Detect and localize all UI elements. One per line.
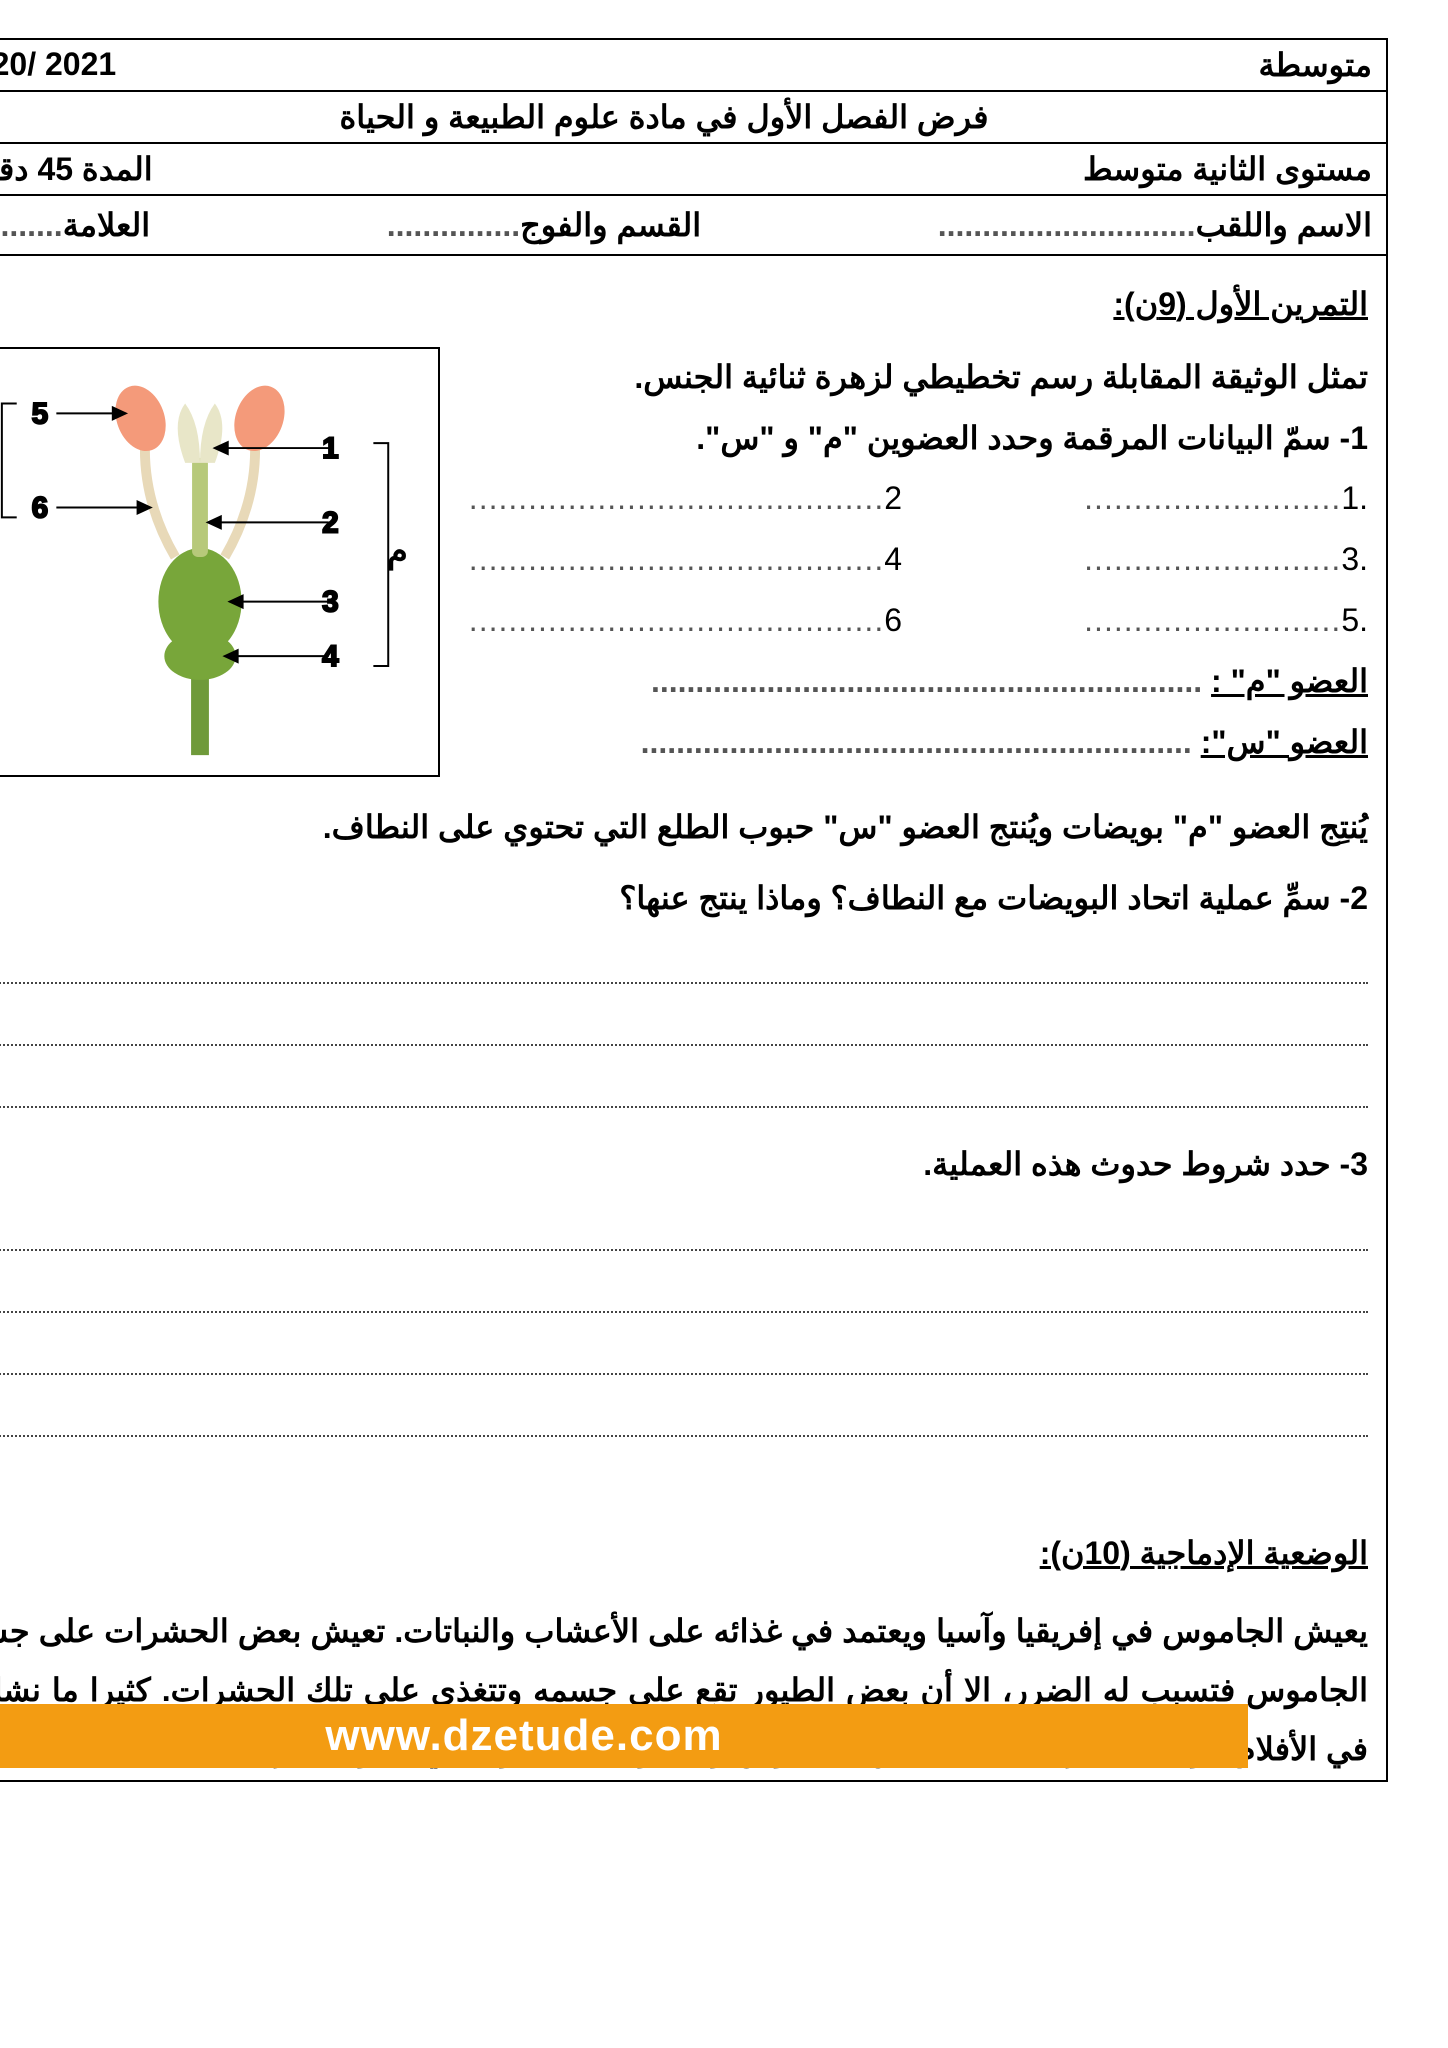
footer-url: www.dzetude.com	[0, 1704, 1248, 1768]
mark-dots: ............	[0, 207, 63, 243]
dots-1: ..........................	[1084, 480, 1341, 516]
flower-diagram: 1 2 3 4 5 6 م	[0, 347, 440, 777]
dots-6: ........................................…	[469, 602, 884, 638]
svg-text:4: 4	[322, 640, 339, 673]
name-label: الاسم واللقب	[1196, 207, 1372, 243]
class-field: القسم والفوج...............	[387, 206, 701, 244]
answer-row-2: .3.......................... 4..........…	[460, 529, 1368, 590]
exercise1-title: التمرين الأول (9ن):	[0, 274, 1368, 335]
blank-line	[0, 1215, 1368, 1257]
blank-line	[0, 1010, 1368, 1052]
blank-line	[0, 948, 1368, 990]
blank-line	[0, 1401, 1368, 1443]
dots-5: ..........................	[1084, 602, 1341, 638]
header-row-4: الاسم واللقب............................…	[0, 194, 1386, 254]
class-dots: ...............	[387, 207, 520, 243]
page-frame: متوسطة 2020/ 2021 فرض الفصل الأول في ماد…	[0, 38, 1388, 1782]
blank-line	[0, 1277, 1368, 1319]
svg-text:1: 1	[322, 432, 339, 465]
level: مستوى الثانية متوسط	[1083, 150, 1372, 188]
blank-line	[0, 1339, 1368, 1381]
organ-s-dots: ........................................…	[641, 724, 1192, 760]
blank-line	[0, 1072, 1368, 1114]
svg-text:3: 3	[322, 585, 339, 618]
name-dots: .............................	[938, 207, 1196, 243]
academic-year: 2020/ 2021	[0, 46, 116, 84]
duration: المدة 45 دقيقة	[0, 150, 153, 188]
organ-m-line: العضو "م" : ............................…	[460, 651, 1368, 712]
organ-m-label: العضو "م" :	[1211, 663, 1368, 699]
ex1-q3: 3- حدد شروط حدوث هذه العملية.	[0, 1134, 1368, 1195]
content: التمرين الأول (9ن):	[0, 256, 1386, 1780]
dots-2: ........................................…	[469, 480, 884, 516]
mark-label: العلامة	[63, 207, 150, 243]
ex1-intro: تمثل الوثيقة المقابلة رسم تخطيطي لزهرة ث…	[460, 347, 1368, 408]
lbl-4: 4	[884, 541, 902, 577]
header-row-1: متوسطة 2020/ 2021	[0, 40, 1386, 90]
svg-text:5: 5	[32, 397, 49, 430]
school-name: متوسطة	[1258, 46, 1372, 84]
header-row-3: مستوى الثانية متوسط المدة 45 دقيقة	[0, 142, 1386, 194]
answer-row-1: .1.......................... 2..........…	[460, 468, 1368, 529]
ex1-q2: 2- سمِّ عملية اتحاد البويضات مع النطاف؟ …	[0, 868, 1368, 929]
ex1-info: يُنتِج العضو "م" بويضات ويُنتج العضو "س"…	[0, 797, 1368, 858]
answer-row-3: .5.......................... 6..........…	[460, 590, 1368, 651]
exam-title: فرض الفصل الأول في مادة علوم الطبيعة و ا…	[0, 90, 1386, 142]
lbl-1: .1	[1341, 480, 1368, 516]
exercise2-title: الوضعية الإدماجية (10ن):	[0, 1523, 1368, 1584]
name-field: الاسم واللقب............................…	[938, 206, 1372, 244]
lbl-6: 6	[884, 602, 902, 638]
lbl-5: .5	[1341, 602, 1368, 638]
mark-field: العلامة............	[0, 206, 150, 244]
ex1-q1: 1- سمّ البيانات المرقمة وحدد العضوين "م"…	[460, 408, 1368, 469]
dots-4: ........................................…	[469, 541, 884, 577]
lbl-2: 2	[884, 480, 902, 516]
dots-3: ..........................	[1084, 541, 1341, 577]
svg-text:6: 6	[32, 491, 49, 524]
svg-text:2: 2	[322, 506, 339, 539]
class-label: القسم والفوج	[520, 207, 701, 243]
organ-m-dots: ........................................…	[651, 663, 1202, 699]
svg-text:م: م	[387, 533, 408, 571]
organ-s-line: العضو "س": .............................…	[460, 712, 1368, 773]
flower-svg: 1 2 3 4 5 6 م	[0, 349, 438, 775]
lbl-3: .3	[1341, 541, 1368, 577]
organ-s-label: العضو "س":	[1201, 724, 1368, 760]
header: متوسطة 2020/ 2021 فرض الفصل الأول في ماد…	[0, 40, 1386, 256]
